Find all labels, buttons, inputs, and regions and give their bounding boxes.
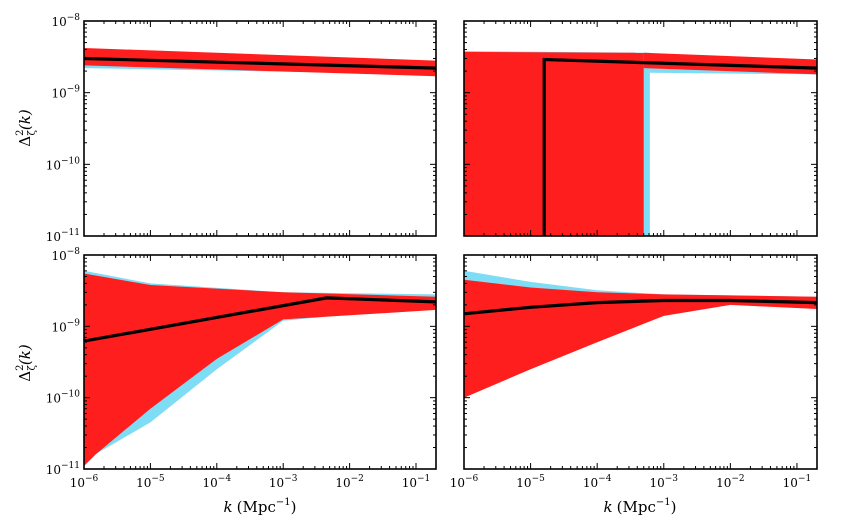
ylabel-top: Δ2ζ(k) [15,109,38,147]
panel-top-right [463,20,818,237]
panel-bottom-right: 10−6 10−5 10−4 10−3 10−2 10−1 [450,254,818,490]
ylabel-bottom: Δ2ζ(k) [15,344,38,382]
x-tick-label: 10−3 [269,474,298,490]
panel-top-left: 10−8 10−9 10−10 10−11 [46,13,437,244]
x-tick-label: 10−6 [450,474,479,490]
panel-frame [83,20,437,237]
plot-area [84,48,436,77]
y-tick-label: 10−9 [51,85,80,101]
xlabel-right: k (Mpc−1) [604,497,677,516]
labels-layer: Δ2ζ(k) Δ2ζ(k) k (Mpc−1) k (Mpc−1) [15,109,676,516]
panel-bottom-left: 10−6 10−5 10−4 10−3 10−2 10−1 10−8 10−9 10−10 10−… [46,247,437,490]
x-tick-label: 10−3 [649,474,678,490]
x-tick-label: 10−2 [716,474,745,490]
x-tick-label: 10−1 [402,474,431,490]
red-band-3 [643,52,817,75]
plot-area [464,51,817,236]
red-band-1 [464,279,817,398]
red-band-2 [464,51,644,236]
y-tick-label: 10−11 [46,228,80,244]
xlabel-left: k (Mpc−1) [224,497,297,516]
x-tick-label: 10−5 [516,474,545,490]
x-tick-label: 10−4 [203,474,232,490]
y-tick-label: 10−11 [46,461,80,477]
panel-frame [463,254,818,470]
x-tick-label: 10−2 [335,474,364,490]
x-tick-label: 10−5 [136,474,165,490]
y-tick-label: 10−10 [46,156,81,172]
best-fit-line [84,56,436,70]
x-tick-label: 10−6 [70,474,99,490]
panel-frame [463,20,818,237]
y-tick-label: 10−8 [51,247,80,263]
best-fit-line [84,296,436,343]
plot-area [84,270,436,466]
best-fit-line [542,57,817,236]
y-tick-label: 10−9 [51,318,80,334]
panel-frame [83,254,437,470]
plot-area [464,270,817,398]
best-fit-line [464,298,817,316]
x-tick-label: 10−1 [783,474,812,490]
x-tick-label: 10−4 [583,474,612,490]
red-band-1 [84,273,436,466]
y-tick-label: 10−8 [51,13,80,29]
y-tick-label: 10−10 [46,390,81,406]
